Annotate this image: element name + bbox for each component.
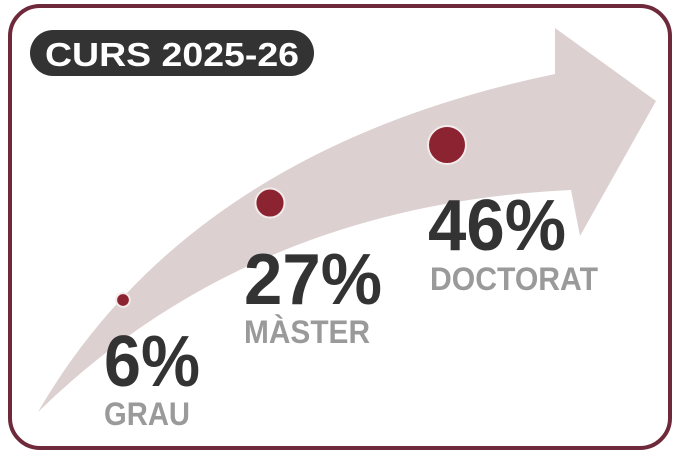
badge [30,30,314,76]
category-label: MÀSTER [244,314,370,350]
category-label: DOCTORAT [430,261,598,297]
bubble [115,292,131,308]
category-label: GRAU [104,396,190,432]
bubble [427,125,467,165]
value-label: 6% [104,322,200,402]
value-label: 27% [244,240,382,320]
growth-arrow [38,28,656,412]
bubble [254,187,286,219]
badge-title: CURS 2025-26 [45,36,299,73]
value-label: 46% [428,186,566,266]
